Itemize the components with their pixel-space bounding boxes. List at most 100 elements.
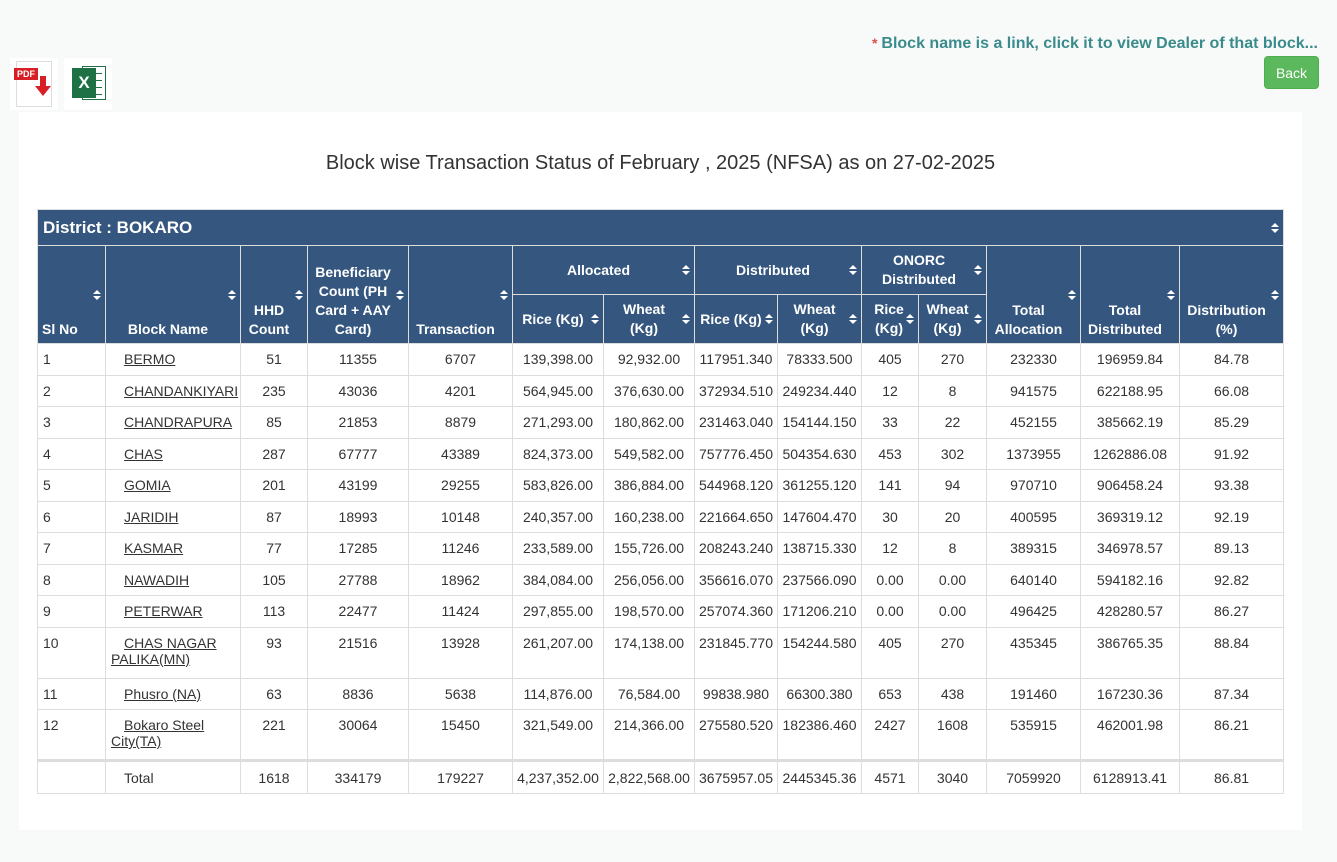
sort-icon[interactable] bbox=[500, 289, 508, 300]
cell-block: NAWADIH bbox=[105, 563, 241, 596]
block-link[interactable]: NAWADIH bbox=[124, 571, 190, 588]
col-block-name[interactable]: Block Name bbox=[105, 245, 241, 344]
block-link[interactable]: CHANDRAPURA bbox=[124, 414, 233, 430]
cell-total-allocation: 191460 bbox=[986, 677, 1081, 710]
sort-icon[interactable] bbox=[295, 289, 303, 300]
sort-icon[interactable] bbox=[974, 314, 982, 324]
sort-icon[interactable] bbox=[396, 289, 404, 300]
col-alloc-rice[interactable]: Rice (Kg) bbox=[512, 294, 604, 344]
block-link[interactable]: Bokaro Steel City(TA) bbox=[111, 717, 205, 749]
cell-total-allocation: 232330 bbox=[986, 343, 1081, 376]
sort-icon[interactable] bbox=[974, 265, 982, 275]
col-total-distributed[interactable]: Total Distributed bbox=[1080, 245, 1180, 344]
sort-icon[interactable] bbox=[1271, 289, 1280, 300]
cell-alloc-rice: 564,945.00 bbox=[512, 374, 604, 407]
download-arrow-shaft bbox=[40, 76, 46, 87]
sort-icon[interactable] bbox=[228, 289, 236, 300]
sort-icon[interactable] bbox=[849, 265, 857, 275]
total-dist-rice: 3675957.05 bbox=[694, 759, 778, 794]
block-link[interactable]: KASMAR bbox=[124, 540, 184, 556]
block-link[interactable]: CHAS NAGAR PALIKA(MN) bbox=[111, 634, 217, 667]
cell-transaction: 4201 bbox=[408, 374, 513, 407]
block-link[interactable]: JARIDIH bbox=[124, 508, 179, 525]
cell-distribution-pct: 66.08 bbox=[1178, 374, 1285, 407]
col-distribution-pct[interactable]: Distribution (%) bbox=[1178, 245, 1285, 344]
cell-beneficiary: 18993 bbox=[307, 500, 409, 533]
cell-alloc-rice: 261,207.00 bbox=[512, 626, 604, 679]
block-link[interactable]: CHAS bbox=[124, 445, 163, 462]
sort-icon[interactable] bbox=[591, 314, 599, 324]
sort-icon[interactable] bbox=[1167, 289, 1175, 300]
cell-distribution-pct: 92.82 bbox=[1178, 563, 1285, 596]
block-link[interactable]: PETERWAR bbox=[124, 603, 203, 619]
col-onorc-wheat[interactable]: Wheat (Kg) bbox=[918, 294, 987, 344]
cell-total-distributed: 428280.57 bbox=[1080, 595, 1180, 628]
cell-total-allocation: 640140 bbox=[986, 563, 1081, 596]
sort-icon[interactable] bbox=[682, 314, 690, 324]
cell-total-distributed: 386765.35 bbox=[1080, 626, 1180, 679]
table-row: 11 Phusro (NA) 63 8836 5638 114,876.00 7… bbox=[37, 677, 1285, 710]
cell-total-allocation: 389315 bbox=[986, 532, 1081, 565]
cell-alloc-wheat: 180,862.00 bbox=[603, 406, 695, 439]
sort-icon[interactable] bbox=[765, 314, 773, 324]
cell-sl: 4 bbox=[37, 437, 106, 470]
cell-total-allocation: 1373955 bbox=[986, 437, 1081, 470]
cell-onorc-wheat: 94 bbox=[918, 469, 987, 502]
cell-onorc-wheat: 22 bbox=[918, 406, 987, 439]
cell-alloc-rice: 114,876.00 bbox=[512, 677, 604, 710]
block-link[interactable]: BERMO bbox=[124, 351, 176, 367]
cell-sl: 9 bbox=[37, 595, 106, 628]
total-alloc-rice: 4,237,352.00 bbox=[512, 759, 604, 794]
col-dist-wheat[interactable]: Wheat (Kg) bbox=[777, 294, 862, 344]
sort-icon[interactable] bbox=[849, 314, 857, 324]
cell-onorc-rice: 141 bbox=[861, 469, 919, 502]
cell-block: KASMAR bbox=[105, 532, 241, 565]
total-label-cell: Total bbox=[105, 759, 241, 794]
cell-transaction: 13928 bbox=[408, 626, 513, 679]
cell-distribution-pct: 88.84 bbox=[1178, 626, 1285, 679]
col-beneficiary-count[interactable]: Beneficiary Count (PH Card + AAY Card) bbox=[307, 245, 409, 344]
sort-icon[interactable] bbox=[906, 314, 914, 324]
total-onorc-rice: 4571 bbox=[861, 759, 919, 794]
cell-alloc-wheat: 160,238.00 bbox=[603, 500, 695, 533]
cell-beneficiary: 21853 bbox=[307, 406, 409, 439]
sort-icon[interactable] bbox=[93, 289, 101, 300]
sort-icon[interactable] bbox=[1271, 222, 1280, 233]
cell-onorc-wheat: 302 bbox=[918, 437, 987, 470]
table-row: 12 Bokaro Steel City(TA) 221 30064 15450… bbox=[37, 709, 1285, 761]
col-hhd-count[interactable]: HHD Count bbox=[240, 245, 308, 344]
cell-alloc-wheat: 256,056.00 bbox=[603, 563, 695, 596]
cell-total-allocation: 400595 bbox=[986, 500, 1081, 533]
col-alloc-wheat[interactable]: Wheat (Kg) bbox=[603, 294, 695, 344]
sort-icon[interactable] bbox=[1068, 289, 1076, 300]
cell-onorc-wheat: 8 bbox=[918, 374, 987, 407]
block-link[interactable]: CHANDANKIYARI bbox=[124, 382, 239, 399]
cell-distribution-pct: 84.78 bbox=[1178, 343, 1285, 376]
block-link[interactable]: GOMIA bbox=[124, 477, 171, 493]
cell-block: BERMO bbox=[105, 343, 241, 376]
cell-dist-rice: 208243.240 bbox=[694, 532, 778, 565]
col-onorc-rice[interactable]: Rice (Kg) bbox=[861, 294, 919, 344]
cell-beneficiary: 43036 bbox=[307, 374, 409, 407]
cell-sl: 1 bbox=[37, 343, 106, 376]
col-group-onorc[interactable]: ONORC Distributed bbox=[861, 245, 987, 295]
cell-block: JARIDIH bbox=[105, 500, 241, 533]
sort-icon[interactable] bbox=[682, 265, 690, 275]
cell-block: CHAS NAGAR PALIKA(MN) bbox=[105, 626, 241, 679]
cell-alloc-wheat: 174,138.00 bbox=[603, 626, 695, 679]
col-total-allocation[interactable]: Total Allocation bbox=[986, 245, 1081, 344]
back-button[interactable]: Back bbox=[1264, 56, 1319, 89]
cell-alloc-rice: 139,398.00 bbox=[512, 343, 604, 376]
col-sl-no[interactable]: Sl No bbox=[37, 245, 106, 344]
block-link[interactable]: Phusro (NA) bbox=[124, 685, 202, 702]
col-group-distributed[interactable]: Distributed bbox=[694, 245, 862, 295]
col-group-allocated[interactable]: Allocated bbox=[512, 245, 695, 295]
cell-onorc-rice: 12 bbox=[861, 532, 919, 565]
excel-export-icon[interactable]: X bbox=[64, 58, 112, 110]
cell-transaction: 10148 bbox=[408, 500, 513, 533]
total-hhd: 1618 bbox=[240, 759, 308, 794]
pdf-download-icon[interactable]: PDF bbox=[10, 58, 58, 110]
col-dist-rice[interactable]: Rice (Kg) bbox=[694, 294, 778, 344]
cell-transaction: 18962 bbox=[408, 563, 513, 596]
col-transaction[interactable]: Transaction bbox=[408, 245, 513, 344]
